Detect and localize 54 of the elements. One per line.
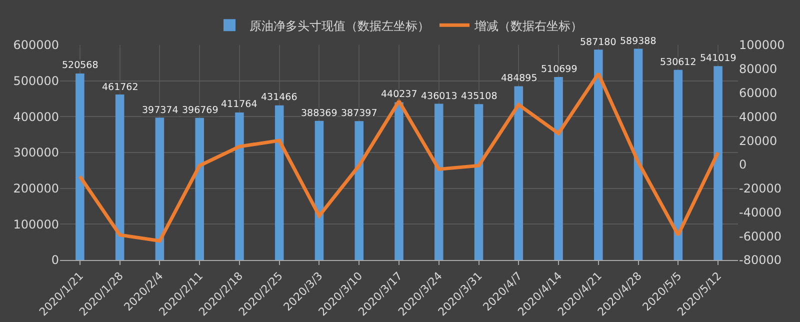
- line-series: [78, 72, 720, 243]
- data-label: 435108: [461, 91, 498, 102]
- y-tick-label: 500000: [13, 74, 59, 88]
- data-label: 387397: [341, 108, 378, 119]
- bar: [354, 121, 364, 260]
- data-label: 436013: [421, 91, 458, 102]
- bar: [714, 66, 722, 260]
- bar: [634, 48, 643, 260]
- data-label: 388369: [301, 108, 338, 119]
- data-label: 530612: [660, 57, 696, 68]
- bar: [274, 105, 284, 260]
- y2-tick-label: -60000: [739, 229, 782, 244]
- y-tick-label: 400000: [13, 110, 59, 124]
- bar: [474, 104, 484, 260]
- legend-label: 增减（数据右坐标）: [474, 18, 582, 33]
- bar: [76, 73, 84, 260]
- y-tick-label: 600000: [13, 38, 59, 52]
- y2-tick-label: 100000: [739, 38, 785, 52]
- bar: [155, 118, 164, 260]
- data-label: 396769: [182, 105, 218, 116]
- y-tick-label: 300000: [13, 146, 59, 160]
- bar: [195, 118, 204, 260]
- data-label: 484895: [501, 73, 538, 84]
- y2-tick-label: -40000: [739, 205, 782, 220]
- y2-tick-label: 60000: [739, 86, 778, 100]
- data-label: 520568: [62, 60, 98, 71]
- data-label: 411764: [221, 99, 258, 110]
- data-label: 461762: [102, 82, 138, 93]
- y2-tick-label: 0: [739, 158, 747, 172]
- bar: [674, 70, 683, 260]
- data-label: 589388: [620, 36, 656, 47]
- y-tick-label: 100000: [13, 217, 59, 232]
- y-tick-label: 0: [51, 253, 59, 268]
- y2-tick-label: -80000: [739, 253, 782, 268]
- bar: [394, 102, 404, 260]
- y-tick-label: 200000: [13, 182, 59, 196]
- bar: [115, 94, 124, 260]
- data-label: 541019: [700, 53, 736, 64]
- y2-tick-label: 20000: [739, 134, 778, 148]
- bar: [594, 50, 603, 260]
- data-label: 587180: [580, 37, 616, 48]
- bar: [235, 112, 244, 260]
- data-label: 431466: [261, 92, 298, 103]
- y2-tick-label: 40000: [739, 110, 778, 124]
- bar: [434, 104, 444, 260]
- data-label: 510699: [541, 64, 578, 75]
- bar: [554, 77, 563, 260]
- bar: [514, 86, 524, 260]
- y2-tick-label: -20000: [739, 182, 782, 196]
- y2-tick-label: 80000: [739, 62, 778, 76]
- data-label: 440237: [381, 89, 418, 100]
- bar: [314, 120, 324, 260]
- legend-label: 原油净多头寸现值（数据左坐标）: [250, 18, 430, 33]
- data-label: 397374: [142, 105, 178, 116]
